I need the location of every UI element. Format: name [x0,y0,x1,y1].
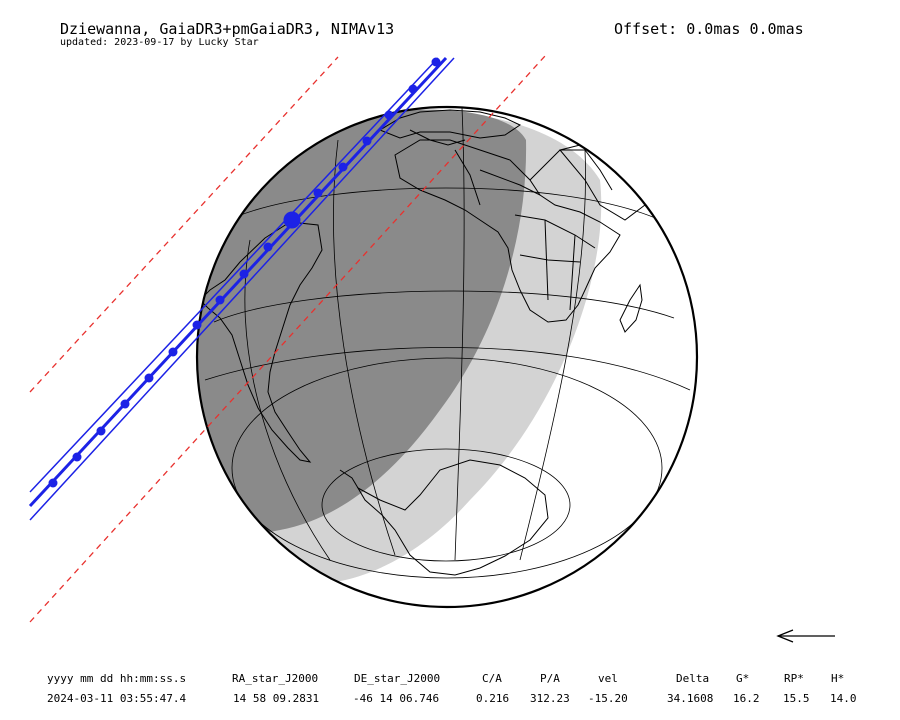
header-ra: RA_star_J2000 [232,672,319,685]
header-pa: P/A [540,672,560,685]
map-subtitle: updated: 2023-09-17 by Lucky Star [60,37,259,48]
value-ra: 14 58 09.2831 [233,692,320,705]
shadow-north-limit [29,57,439,493]
antarctica [356,459,549,576]
closest-approach-marker [283,211,301,229]
europe [378,109,522,139]
header-ca: C/A [482,672,502,685]
time-tick [313,188,323,198]
time-tick [362,136,372,146]
time-tick [192,320,202,330]
time-tick [431,57,441,67]
time-tick [215,295,225,305]
shadow-south-limit [29,57,455,521]
header-h: H* [831,672,845,685]
header-vel: vel [598,672,618,685]
graticule [204,107,691,579]
header-datetime: yyyy mm dd hh:mm:ss.s [47,672,187,685]
value-delta: 34.1608 [667,692,714,705]
time-tick [168,347,178,357]
time-tick [384,110,394,120]
value-pa: 312.23 [530,692,570,705]
time-tick [263,242,273,252]
map-title: Dziewanna, GaiaDR3+pmGaiaDR3, NIMAv13 [60,20,395,38]
value-datetime: 2024-03-11 03:55:47.4 [47,692,187,705]
value-ca: 0.216 [476,692,510,705]
time-tick [120,399,130,409]
globe-outline [195,105,699,609]
header-rp: RP* [784,672,804,685]
value-h: 14.0 [830,692,857,705]
header-g: G* [736,672,750,685]
time-tick [408,84,418,94]
value-rp: 15.5 [783,692,810,705]
value-g: 16.2 [733,692,760,705]
upper-error-limit [29,56,339,393]
time-tick [239,269,249,279]
offset-readout: Offset: 0.0mas 0.0mas [614,20,804,38]
time-tick [96,426,106,436]
left-arrow-icon [776,629,835,643]
header-delta: Delta [676,672,710,685]
value-dec: -46 14 06.746 [353,692,440,705]
africa [394,139,621,323]
value-vel: -15.20 [588,692,628,705]
time-tick [48,478,58,488]
error-limits [29,55,546,623]
time-tick [144,373,154,383]
time-tick [72,452,82,462]
time-tick [338,162,348,172]
header-dec: DE_star_J2000 [354,672,441,685]
madagascar [619,283,643,333]
time-ticks [48,57,441,488]
continents [199,109,646,576]
